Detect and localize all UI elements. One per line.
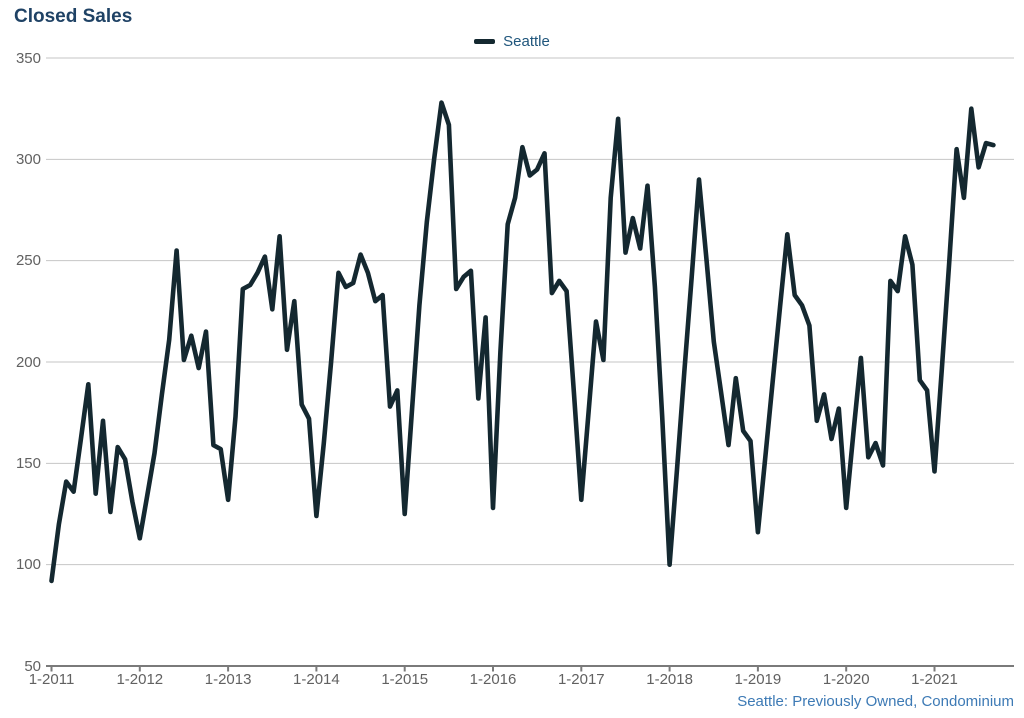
x-axis-label: 1-2015 — [381, 671, 429, 688]
x-axis-label: 1-2021 — [911, 671, 958, 688]
y-axis-label: 100 — [15, 556, 41, 574]
chart-footnote: Seattle: Previously Owned, Condominium — [737, 693, 1014, 710]
legend-line-swatch-icon — [474, 39, 496, 44]
x-axis-label: 1-2020 — [822, 671, 870, 688]
y-axis-label: 200 — [15, 353, 41, 371]
x-axis-label: 1-2017 — [557, 671, 605, 688]
x-axis-label: 1-2012 — [116, 671, 164, 688]
legend: Seattle — [0, 33, 1024, 50]
y-axis-label: 250 — [15, 252, 41, 270]
y-axis-label: 150 — [15, 454, 41, 472]
x-axis-label: 1-2018 — [646, 671, 693, 688]
y-axis-label: 350 — [15, 49, 41, 67]
y-axis-label: 300 — [15, 150, 41, 168]
seattle-series-line — [49, 100, 996, 584]
x-axis-label: 1-2011 — [28, 671, 75, 688]
legend-series-label: Seattle — [503, 33, 550, 50]
x-axis-label: 1-2016 — [469, 671, 517, 688]
page-title: Closed Sales — [14, 6, 133, 27]
x-axis-label: 1-2013 — [204, 671, 252, 688]
x-axis-label: 1-2019 — [734, 671, 782, 688]
x-axis-label: 1-2014 — [293, 671, 340, 688]
y-axis-label: 50 — [24, 657, 41, 675]
